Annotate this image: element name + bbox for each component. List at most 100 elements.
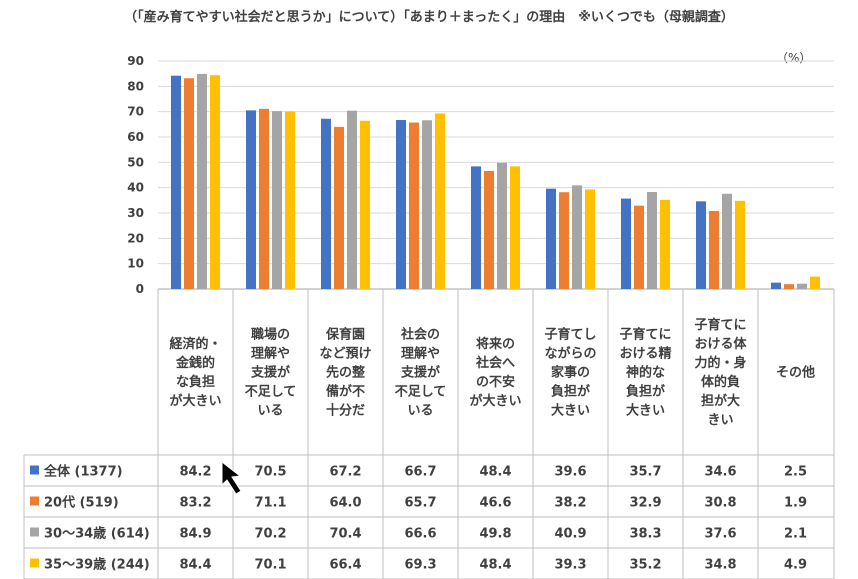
category-label: 経済的・ — [169, 336, 221, 352]
category-label: 子育てし — [544, 327, 596, 343]
category-label: 保育園 — [325, 327, 365, 343]
bar — [210, 75, 220, 289]
y-tick-label: 50 — [127, 155, 144, 169]
category-label: の不安 — [476, 374, 515, 390]
bar — [396, 120, 406, 289]
category-label: が大きい — [469, 393, 521, 409]
data-value: 71.1 — [254, 496, 286, 511]
category-label: など預け — [319, 347, 371, 362]
bar — [272, 111, 282, 289]
series-label: 30～34歳 (614) — [44, 526, 150, 542]
data-value: 34.6 — [704, 465, 736, 480]
data-value: 39.6 — [554, 465, 586, 480]
category-label: 社会へ — [475, 355, 515, 371]
data-value: 84.9 — [179, 527, 211, 542]
category-label: 支援が — [400, 365, 440, 381]
bar — [510, 166, 520, 289]
bar — [797, 283, 807, 289]
bar — [422, 120, 432, 289]
category-label: 職場の — [251, 327, 290, 343]
bar — [585, 189, 595, 289]
data-value: 35.2 — [629, 558, 661, 573]
bar — [810, 276, 820, 289]
data-value: 46.6 — [479, 496, 511, 511]
data-value: 70.2 — [254, 527, 286, 542]
bar — [497, 162, 507, 289]
bar — [647, 191, 657, 289]
legend-key — [30, 465, 39, 475]
data-value: 39.3 — [554, 558, 586, 573]
category-label: 先の整 — [326, 365, 366, 381]
data-value: 70.1 — [254, 558, 286, 573]
data-value: 4.9 — [784, 558, 807, 573]
bar — [246, 110, 256, 290]
data-value: 64.0 — [329, 496, 361, 511]
bar — [771, 282, 781, 289]
y-tick-label: 20 — [127, 231, 144, 245]
bar — [435, 113, 445, 289]
data-value: 83.2 — [179, 496, 211, 511]
bar — [722, 193, 732, 289]
series-label: 35～39歳 (244) — [44, 557, 150, 573]
series-label: 全体 (1377) — [43, 464, 123, 480]
category-label: 負担が — [626, 384, 665, 400]
category-label: な負担 — [176, 374, 215, 390]
y-tick-label: 60 — [127, 130, 144, 144]
data-value: 65.7 — [404, 496, 436, 511]
category-label: 十分だ — [326, 403, 365, 419]
data-value: 40.9 — [554, 527, 586, 542]
y-tick-label: 80 — [127, 79, 144, 93]
bar — [171, 75, 181, 290]
bar — [784, 284, 794, 289]
data-value: 2.5 — [784, 465, 807, 480]
bar — [347, 110, 357, 289]
category-label: 負担が — [551, 384, 590, 400]
category-label: 神的な — [626, 365, 665, 381]
bar — [285, 111, 295, 289]
data-value: 37.6 — [704, 527, 736, 542]
category-label: 備が不 — [326, 384, 365, 400]
data-value: 49.8 — [479, 527, 511, 542]
category-label: 支援が — [250, 365, 290, 381]
category-label: 不足して — [245, 385, 297, 400]
data-value: 70.5 — [254, 465, 286, 480]
data-value: 84.2 — [179, 465, 211, 480]
bar — [546, 188, 556, 289]
category-label: 理解や — [401, 346, 440, 362]
category-label: きい — [707, 413, 733, 428]
category-label: 理解や — [251, 346, 290, 362]
data-value: 38.3 — [629, 527, 661, 542]
category-label: 大きい — [626, 403, 665, 419]
data-value: 32.9 — [629, 496, 661, 511]
data-value: 67.2 — [329, 465, 361, 480]
category-label: おける精 — [619, 346, 671, 362]
category-label: 大きい — [551, 403, 590, 419]
data-value: 84.4 — [179, 558, 211, 573]
bar — [634, 205, 644, 289]
y-tick-label: 30 — [127, 206, 144, 220]
chart-title: （「産み育てやすい社会だと思うか」について）「あまり＋まったく」の理由 ※いくつ… — [124, 10, 734, 25]
category-label: が大きい — [169, 393, 221, 409]
data-value: 66.6 — [404, 527, 436, 542]
bar — [197, 73, 207, 289]
category-label: その他 — [776, 365, 815, 381]
bar — [409, 122, 419, 289]
category-label: 社会の — [400, 327, 440, 343]
data-value: 1.9 — [784, 496, 807, 511]
bar — [334, 126, 344, 289]
legend-key — [30, 496, 39, 506]
data-value: 38.2 — [554, 496, 586, 511]
bar — [484, 170, 494, 289]
bar — [660, 199, 670, 289]
bar — [259, 108, 269, 289]
data-value: 48.4 — [479, 465, 511, 480]
bar — [321, 118, 331, 289]
category-label: いる — [257, 404, 283, 419]
y-tick-label: 40 — [127, 181, 144, 195]
data-value: 70.4 — [329, 527, 361, 542]
y-tick-label: 10 — [127, 257, 144, 271]
category-label: 力的・身 — [694, 355, 746, 371]
category-label: 家事の — [551, 365, 590, 381]
bar — [621, 198, 631, 289]
